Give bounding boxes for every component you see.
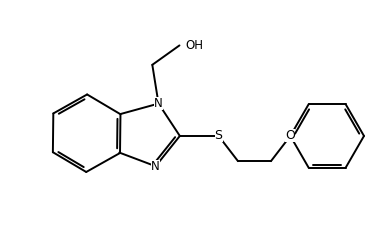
Text: N: N bbox=[154, 97, 163, 110]
Text: OH: OH bbox=[185, 39, 203, 52]
Text: N: N bbox=[151, 160, 160, 173]
Text: O: O bbox=[285, 129, 295, 143]
Text: S: S bbox=[215, 129, 223, 143]
